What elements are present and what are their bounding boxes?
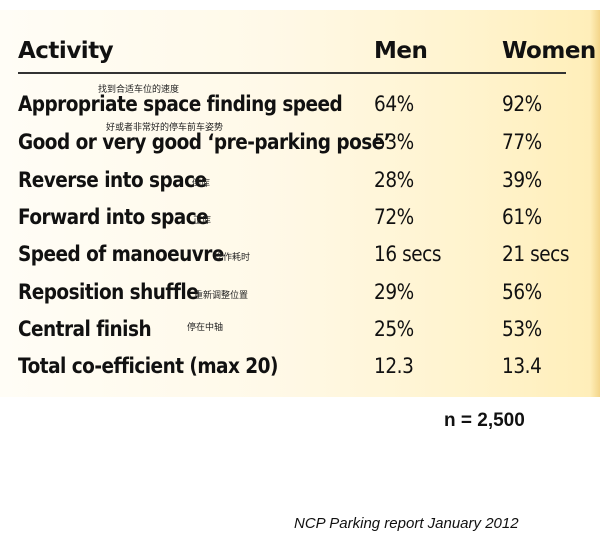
header-women: Women	[502, 38, 596, 64]
table-row: Forward into space 72% 61%	[0, 205, 600, 242]
panel-edge-decoration	[590, 10, 600, 397]
table-row: Reverse into space 28% 39%	[0, 168, 600, 205]
row-women-value: 77%	[502, 130, 542, 154]
row-activity: Reverse into space	[18, 168, 207, 192]
row-men-value: 53%	[374, 130, 414, 154]
header-men: Men	[374, 38, 428, 64]
row-women-value: 56%	[502, 280, 542, 304]
header-activity: Activity	[18, 38, 114, 64]
table-row: Appropriate space finding speed 64% 92%	[0, 92, 600, 129]
row-note: 好或者非常好的停车前车姿势	[106, 123, 224, 133]
table-panel	[0, 10, 600, 397]
row-men-value: 28%	[374, 168, 414, 192]
row-activity: Total co-efficient (max 20)	[18, 354, 278, 378]
row-men-value: 25%	[374, 317, 414, 341]
row-activity: Central finish	[18, 317, 152, 341]
row-women-value: 61%	[502, 205, 542, 229]
row-note: 正库	[193, 216, 212, 226]
row-women-value: 21 secs	[502, 242, 570, 266]
table-row: Reposition shuffle 29% 56%	[0, 280, 600, 317]
row-note: 找到合适车位的速度	[98, 85, 180, 95]
table-row: Total co-efficient (max 20) 12.3 13.4	[0, 354, 600, 391]
row-men-value: 64%	[374, 92, 414, 116]
row-women-value: 13.4	[502, 354, 542, 378]
table-row: Good or very good ‘pre-parking pose’ 53%…	[0, 130, 600, 167]
row-women-value: 53%	[502, 317, 542, 341]
table-row: Speed of manoeuvre 16 secs 21 secs	[0, 242, 600, 279]
row-activity: Appropriate space finding speed	[18, 92, 343, 116]
sample-size: n = 2,500	[444, 410, 525, 431]
row-note: 操作耗时	[214, 253, 251, 263]
row-note: 倒库	[192, 179, 211, 189]
row-men-value: 72%	[374, 205, 414, 229]
source-citation: NCP Parking report January 2012	[294, 515, 519, 532]
row-note: 停在中轴	[187, 323, 224, 333]
row-men-value: 12.3	[374, 354, 414, 378]
row-note: 重新调整位置	[194, 291, 249, 301]
row-activity: Good or very good ‘pre-parking pose’	[18, 130, 391, 154]
header-rule	[18, 72, 566, 74]
row-men-value: 16 secs	[374, 242, 442, 266]
row-women-value: 39%	[502, 168, 542, 192]
row-activity: Speed of manoeuvre	[18, 242, 224, 266]
table-row: Central finish 25% 53%	[0, 317, 600, 354]
row-men-value: 29%	[374, 280, 414, 304]
row-activity: Forward into space	[18, 205, 209, 229]
row-women-value: 92%	[502, 92, 542, 116]
row-activity: Reposition shuffle	[18, 280, 199, 304]
